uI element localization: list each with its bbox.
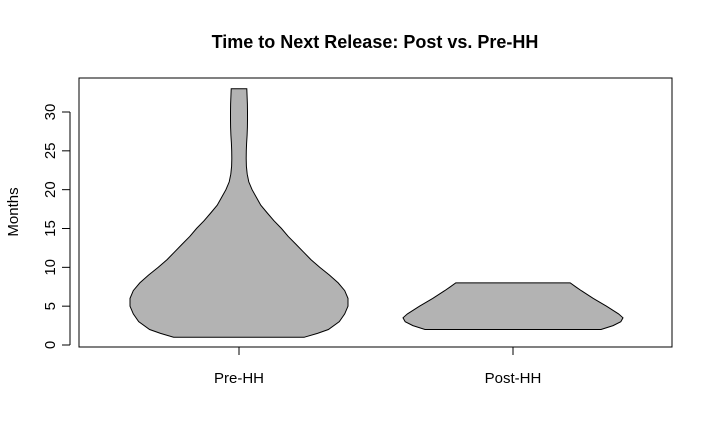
chart-title: Time to Next Release: Post vs. Pre-HH xyxy=(212,32,539,52)
y-tick-label: 10 xyxy=(42,259,59,276)
y-tick-label: 20 xyxy=(42,181,59,198)
y-tick-label: 0 xyxy=(42,341,59,349)
violin-post-hh xyxy=(402,282,624,330)
y-tick-label: 25 xyxy=(42,142,59,159)
violin-pre-hh xyxy=(129,88,349,338)
violins xyxy=(129,88,624,338)
y-tick-label: 15 xyxy=(42,220,59,237)
y-tick-label: 30 xyxy=(42,104,59,121)
plot-frame xyxy=(78,77,673,348)
y-tick-label: 5 xyxy=(42,302,59,310)
y-axis-label: Months xyxy=(5,187,22,236)
x-tick-label: Pre-HH xyxy=(214,370,264,387)
y-axis: 0 5 10 15 20 25 30 xyxy=(42,104,71,349)
x-axis: Pre-HH Post-HH xyxy=(214,347,541,387)
x-tick-label: Post-HH xyxy=(485,370,542,387)
